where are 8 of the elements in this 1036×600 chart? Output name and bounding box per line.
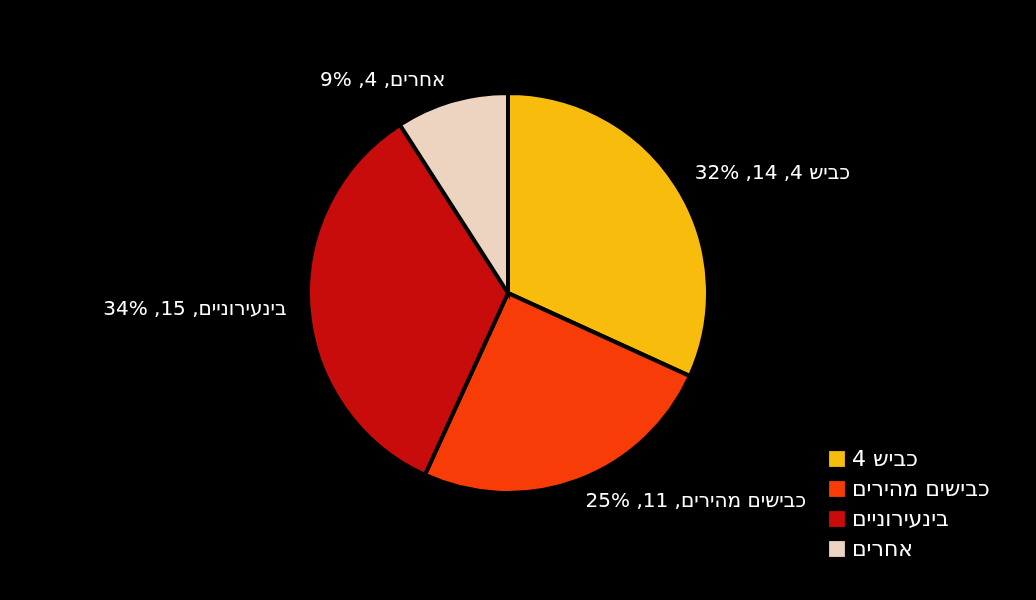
- data-label: כבישים מהירים, 11, 25%: [585, 488, 806, 512]
- data-label: אחרים, 4, 9%: [320, 66, 446, 91]
- legend-label: כבישים מהירים: [852, 476, 990, 501]
- legend-label: אחרים: [852, 536, 914, 561]
- data-label: בינעירוניים, 15, 34%: [103, 295, 287, 320]
- data-label: כביש 4, 14, 32%: [694, 159, 850, 184]
- legend-label: כביש 4: [852, 446, 918, 471]
- legend-label: בינעירוניים: [852, 506, 949, 531]
